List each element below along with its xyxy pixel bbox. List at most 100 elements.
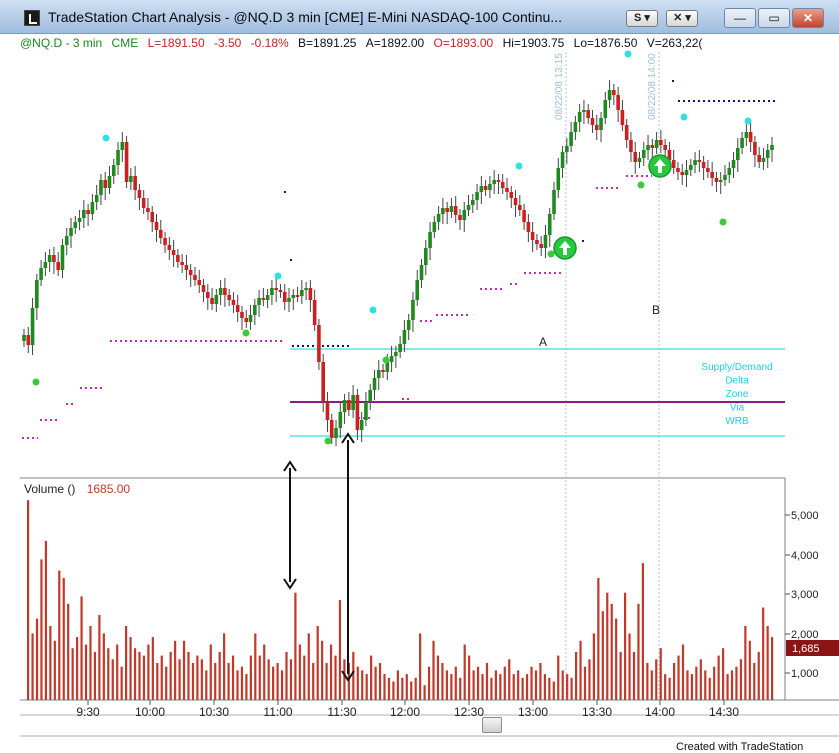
volume-bar: [401, 677, 404, 700]
candle-body: [325, 402, 330, 420]
candle-body: [761, 158, 766, 162]
stray-dot-3: [582, 240, 584, 242]
volume-bar: [521, 677, 524, 700]
zone-text-line-4: Via: [730, 403, 745, 414]
candle-body: [184, 265, 189, 270]
volume-bar: [646, 663, 649, 700]
volume-bar: [677, 655, 680, 700]
volume-bar: [641, 563, 645, 700]
volume-bar: [289, 659, 293, 700]
volume-pane-header: Volume () 1685.00: [24, 482, 130, 496]
volume-bar: [285, 651, 288, 700]
volume-axis-label-1: 5,000: [791, 510, 819, 522]
swing-high-dot-6: [680, 113, 688, 121]
candle-body: [171, 250, 176, 255]
tools-menu-button[interactable]: ✕ ▾: [666, 10, 698, 27]
volume-bar: [601, 611, 604, 700]
time-axis-label-10: 14:00: [645, 705, 675, 719]
candle-body: [99, 180, 103, 195]
candle-body: [103, 180, 108, 188]
swing-high-dot-2: [274, 272, 282, 280]
volume-bar: [125, 626, 128, 700]
swing-high-dot-1: [102, 134, 110, 142]
candle-body: [201, 285, 206, 292]
volume-bar: [628, 633, 631, 700]
candle-body: [52, 255, 56, 262]
title-bar[interactable]: TradeStation Chart Analysis - @NQ.D 3 mi…: [0, 0, 839, 34]
candle-body: [500, 182, 505, 188]
minimize-button[interactable]: —: [724, 8, 756, 28]
volume-bar: [276, 663, 279, 700]
volume-bar: [89, 626, 92, 700]
candle-body: [137, 190, 142, 198]
candle-body: [381, 370, 385, 372]
volume-bar: [450, 674, 453, 700]
time-axis-label-5: 11:30: [327, 705, 356, 719]
swing-high-dot-7: [744, 117, 752, 125]
volume-bar: [370, 655, 373, 700]
volume-bar: [307, 633, 310, 700]
candle-body: [423, 248, 428, 265]
candle-body: [479, 186, 484, 192]
candle-body: [445, 208, 449, 212]
volume-bar: [236, 670, 239, 700]
volume-bar: [147, 644, 150, 700]
candle-body: [539, 244, 543, 248]
swing-high-dot-3: [369, 306, 377, 314]
candle-body: [47, 255, 52, 262]
candle-body: [274, 288, 278, 290]
volume-bar: [44, 540, 48, 700]
candle-body: [329, 420, 334, 438]
candle-body: [359, 420, 364, 430]
candle-body: [535, 240, 539, 244]
volume-bar: [632, 651, 636, 700]
volume-bar: [280, 670, 284, 700]
volume-bar: [472, 670, 475, 700]
swing-low-dot-4: [382, 356, 390, 364]
horizontal-scrollbar-thumb[interactable]: [482, 717, 502, 733]
volume-bar: [98, 614, 101, 700]
candle-body: [458, 215, 462, 220]
candle-body: [526, 222, 531, 232]
high-price: Hi=1903.75: [502, 36, 565, 50]
candle-body: [419, 265, 424, 280]
volume-bar: [191, 663, 195, 700]
volume-bar: [27, 500, 30, 700]
volume-bar: [151, 637, 154, 700]
candle-body: [744, 132, 749, 138]
volume-bar: [681, 644, 685, 700]
maximize-button[interactable]: ▭: [758, 8, 790, 28]
volume-bar: [410, 681, 413, 700]
volume-bar: [530, 666, 533, 700]
swing-low-dot-7: [719, 218, 727, 226]
volume-bar: [303, 655, 306, 700]
style-menu-button[interactable]: S ▾: [626, 10, 658, 27]
volume-bar: [512, 674, 515, 700]
candle-body: [590, 118, 595, 125]
volume-bar: [62, 577, 65, 700]
candle-body: [321, 362, 325, 402]
candle-body: [398, 344, 402, 352]
volume-bar: [726, 674, 729, 700]
volume-bar: [67, 603, 70, 700]
candle-body: [710, 172, 714, 178]
candle-body: [82, 210, 86, 218]
candle-body: [736, 148, 740, 160]
candle-body: [748, 132, 753, 142]
volume-bar: [713, 666, 716, 700]
volume-value: 1685.00: [86, 482, 131, 496]
volume-bar: [771, 637, 774, 700]
candle-body: [718, 180, 723, 182]
candle-body: [650, 145, 655, 148]
candle-body: [308, 288, 313, 300]
candle-body: [94, 195, 99, 202]
candle-body: [253, 305, 257, 315]
candle-body: [402, 330, 407, 344]
candle-body: [342, 400, 347, 412]
candle-body: [522, 210, 526, 222]
volume-bar: [655, 659, 658, 700]
close-button[interactable]: ✕: [792, 8, 824, 28]
time-axis-label-2: 10:00: [135, 705, 165, 719]
